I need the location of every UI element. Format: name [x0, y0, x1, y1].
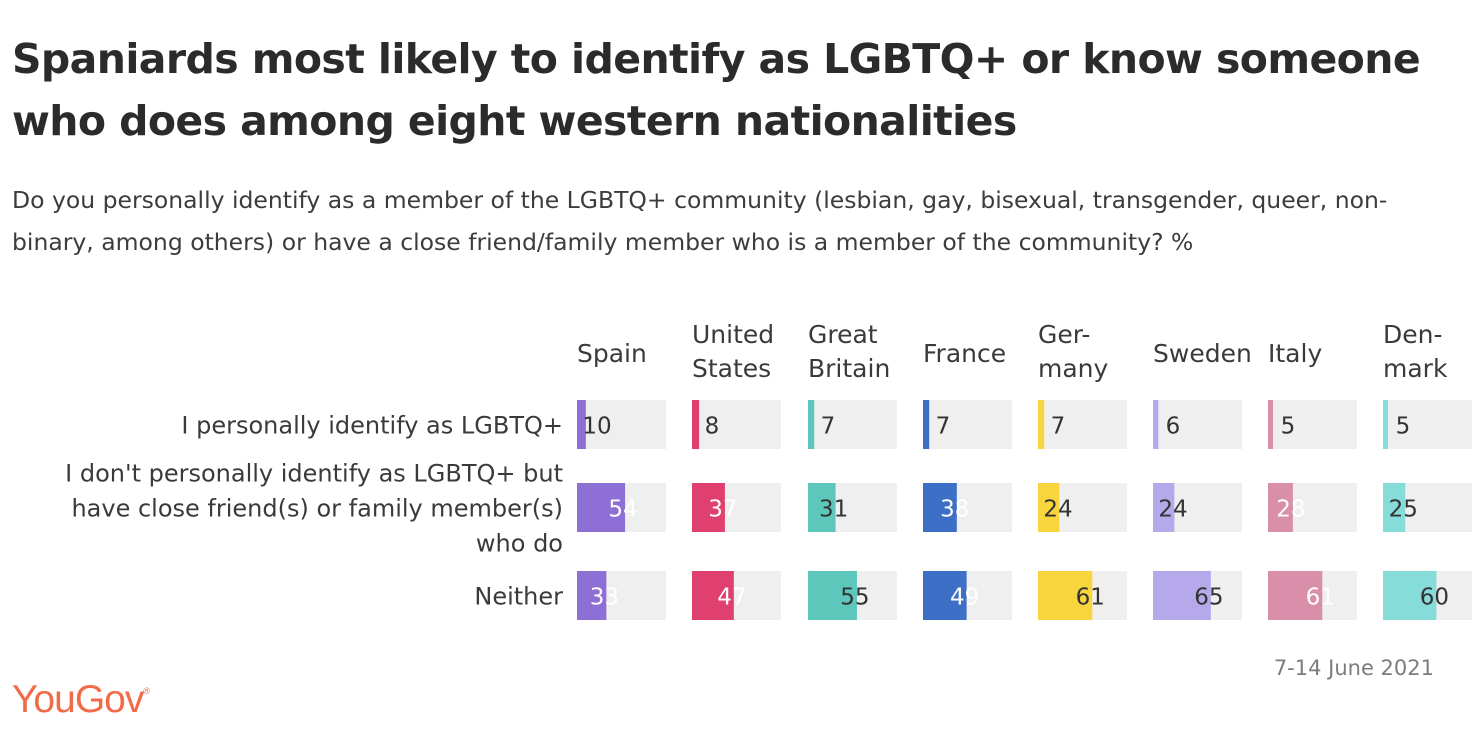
- column-header-line: States: [692, 354, 771, 383]
- cell-background: [1153, 400, 1242, 449]
- value-bar: [1268, 483, 1293, 532]
- column-header-line: United: [692, 320, 774, 349]
- row-label-line: I don't personally identify as LGBTQ+ bu…: [65, 460, 563, 488]
- value-bar: [808, 400, 815, 449]
- logo-text: YouGov: [12, 678, 144, 721]
- value-label: 65: [1194, 585, 1223, 611]
- value-bar: [1383, 483, 1406, 532]
- cell-background: [1038, 400, 1127, 449]
- column-header: France: [923, 339, 1006, 368]
- value-bar: [923, 483, 957, 532]
- value-label: 49: [950, 585, 979, 611]
- column-header-line: Sweden: [1153, 339, 1252, 368]
- value-label: 24: [1158, 497, 1187, 523]
- value-bar: [577, 483, 626, 532]
- cell-background: [692, 400, 781, 449]
- value-bar: [1383, 571, 1437, 620]
- value-label: 61: [1306, 585, 1335, 611]
- column-header: Sweden: [1153, 339, 1252, 368]
- value-label: 33: [590, 585, 619, 611]
- column-header-line: Ger-: [1038, 320, 1090, 349]
- chart-title: Spaniards most likely to identify as LGB…: [12, 35, 1421, 145]
- value-bar: [1268, 571, 1323, 620]
- column-header-line: Britain: [808, 354, 890, 383]
- value-label: 47: [717, 585, 746, 611]
- chart-subtitle: Do you personally identify as a member o…: [12, 186, 1388, 256]
- row-label-line: who do: [476, 530, 563, 558]
- value-label: 24: [1043, 497, 1072, 523]
- value-label: 61: [1076, 585, 1105, 611]
- value-bar: [692, 400, 700, 449]
- value-bar: [1038, 483, 1060, 532]
- value-label: 5: [1396, 414, 1411, 440]
- value-label: 28: [1276, 497, 1305, 523]
- value-bar: [1268, 400, 1273, 449]
- value-label: 25: [1389, 497, 1418, 523]
- column-header-line: mark: [1383, 354, 1448, 383]
- column-header-line: Italy: [1268, 339, 1322, 368]
- value-label: 7: [821, 414, 836, 440]
- column-header: Den-mark: [1383, 320, 1448, 383]
- value-label: 38: [940, 497, 969, 523]
- value-label: 8: [705, 414, 720, 440]
- row-label-line: I personally identify as LGBTQ+: [181, 412, 563, 440]
- row-label: Neither: [474, 583, 563, 611]
- value-label: 5: [1281, 414, 1296, 440]
- value-bar: [1153, 483, 1175, 532]
- cell-background: [1383, 400, 1472, 449]
- column-header-line: Great: [808, 320, 878, 349]
- value-bar: [923, 400, 930, 449]
- cell-background: [808, 400, 897, 449]
- value-bar: [808, 483, 836, 532]
- value-bar: [1383, 400, 1388, 449]
- column-header: United States: [692, 320, 774, 383]
- row-label: I don't personally identify as LGBTQ+ bu…: [65, 460, 563, 558]
- row-label: I personally identify as LGBTQ+: [181, 412, 563, 440]
- value-label: 54: [608, 497, 637, 523]
- column-header: Spain: [577, 339, 647, 368]
- column-header: Italy: [1268, 339, 1322, 368]
- column-header-line: many: [1038, 354, 1109, 383]
- value-bar: [577, 571, 607, 620]
- column-header: Ger-many: [1038, 320, 1109, 383]
- value-bar: [1153, 400, 1159, 449]
- value-label: 37: [708, 497, 737, 523]
- value-bar: [1038, 571, 1093, 620]
- value-label: 10: [582, 414, 611, 440]
- column-header: Great Britain: [808, 320, 890, 383]
- column-header-line: Spain: [577, 339, 647, 368]
- value-bar: [1038, 400, 1045, 449]
- value-label: 31: [819, 497, 848, 523]
- survey-date: 7-14 June 2021: [1273, 656, 1434, 680]
- value-bar: [692, 483, 725, 532]
- row-label-line: have close friend(s) or family member(s): [71, 495, 563, 523]
- value-bar: [923, 571, 967, 620]
- value-bar: [808, 571, 857, 620]
- value-bar: [692, 571, 734, 620]
- column-header-line: France: [923, 339, 1006, 368]
- value-bar: [577, 400, 586, 449]
- value-label: 55: [840, 585, 869, 611]
- row-label-line: Neither: [474, 583, 563, 611]
- column-header-line: Den-: [1383, 320, 1443, 349]
- value-label: 6: [1166, 414, 1181, 440]
- value-bar: [1153, 571, 1211, 620]
- value-label: 7: [936, 414, 951, 440]
- value-label: 60: [1420, 585, 1449, 611]
- cell-background: [923, 400, 1012, 449]
- registered-mark: ®: [143, 686, 150, 696]
- cell-background: [1268, 400, 1357, 449]
- value-label: 7: [1051, 414, 1066, 440]
- cell-background: [577, 400, 666, 449]
- yougov-logo: YouGov®: [12, 678, 150, 722]
